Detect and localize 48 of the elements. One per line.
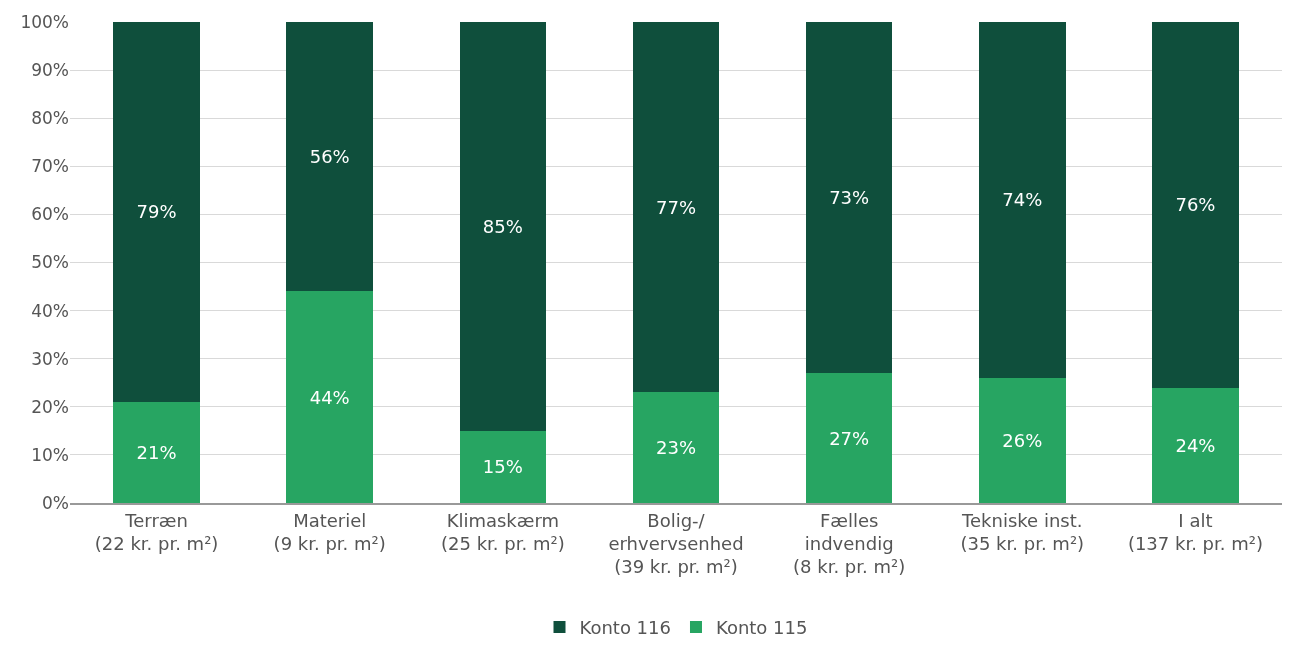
bar <box>1152 387 1239 503</box>
legend-label: Konto 115 <box>715 617 808 639</box>
bar <box>459 430 547 503</box>
y-tick-label: 90% <box>31 60 69 81</box>
x-tick-label: Fælles indvendig (8 kr. pr. m²) <box>793 509 906 578</box>
data-label: 15% <box>482 456 523 478</box>
bar <box>1152 22 1239 388</box>
bar <box>113 22 200 402</box>
x-tick-label: Tekniske inst. (35 kr. pr. m²) <box>960 509 1085 554</box>
y-tick-label: 40% <box>31 300 69 321</box>
data-label: 79% <box>136 201 177 223</box>
x-tick-label: Klimaskærm (25 kr. pr. m²) <box>441 509 565 554</box>
bar <box>113 401 200 503</box>
y-tick-label: 80% <box>31 108 69 129</box>
x-tick-label: Materiel (9 kr. pr. m²) <box>273 509 386 554</box>
y-tick-label: 0% <box>42 492 69 513</box>
y-tick-label: 10% <box>31 444 69 465</box>
data-label: 24% <box>1175 434 1216 456</box>
data-label: 76% <box>1175 194 1216 216</box>
bar <box>459 22 547 431</box>
bar <box>286 291 373 503</box>
bar <box>632 22 720 393</box>
data-label: 23% <box>655 437 697 459</box>
data-label: 44% <box>309 386 350 408</box>
legend-label: Konto 116 <box>579 617 671 639</box>
bar <box>805 373 893 503</box>
data-label: 56% <box>309 146 350 168</box>
x-tick-label: Terræn (22 kr. pr. m²) <box>94 509 219 554</box>
data-label: 85% <box>482 215 523 237</box>
bar <box>979 377 1066 503</box>
y-tick-label: 30% <box>31 348 69 369</box>
bar <box>632 392 720 503</box>
y-tick-label: 100% <box>20 11 69 32</box>
x-tick-label: Bolig-/ erhvervsenhed (39 kr. pr. m²) <box>608 509 744 578</box>
data-label: 74% <box>1002 189 1043 211</box>
bar <box>805 22 893 374</box>
bar <box>286 22 373 292</box>
bar <box>979 22 1066 378</box>
y-tick-label: 20% <box>31 396 69 417</box>
data-label: 26% <box>1002 429 1043 451</box>
data-label: 73% <box>829 187 870 209</box>
data-label: 77% <box>655 196 697 218</box>
y-tick-label: 60% <box>31 204 69 225</box>
data-label: 27% <box>829 427 870 449</box>
data-label: 21% <box>136 441 177 463</box>
y-tick-label: 50% <box>31 252 69 273</box>
x-tick-label: I alt (137 kr. pr. m²) <box>1127 509 1263 554</box>
y-tick-label: 70% <box>31 156 69 177</box>
